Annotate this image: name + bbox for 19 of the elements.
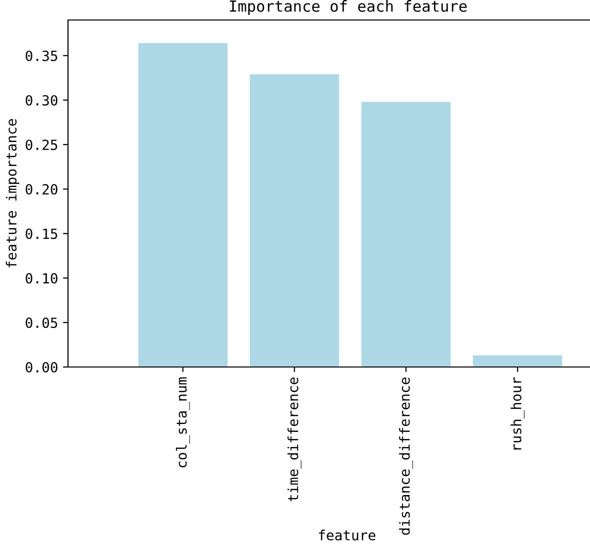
chart-title: Importance of each feature bbox=[230, 0, 467, 15]
bar bbox=[250, 74, 340, 367]
y-axis-title: feature importance bbox=[6, 119, 20, 268]
y-tick-label: 0.05 bbox=[26, 318, 58, 328]
y-tick-label: 0.25 bbox=[26, 140, 58, 150]
y-tick-label: 0.10 bbox=[26, 273, 58, 284]
y-tick-label: 0.00 bbox=[26, 362, 58, 373]
y-tick-label: 0.35 bbox=[26, 50, 58, 62]
x-tick-label: time_difference bbox=[288, 378, 302, 502]
x-axis-title: feature bbox=[318, 530, 376, 540]
x-tick-label: distance_difference bbox=[399, 378, 413, 535]
bar bbox=[361, 102, 451, 367]
bar bbox=[138, 43, 228, 367]
x-tick-label: col_sta_num bbox=[176, 377, 190, 468]
x-tick-label: rush_hour bbox=[510, 377, 524, 450]
y-tick-label: 0.15 bbox=[26, 228, 58, 240]
bar bbox=[472, 355, 562, 367]
y-tick-label: 0.30 bbox=[26, 95, 58, 106]
y-tick-label: 0.20 bbox=[26, 184, 58, 195]
